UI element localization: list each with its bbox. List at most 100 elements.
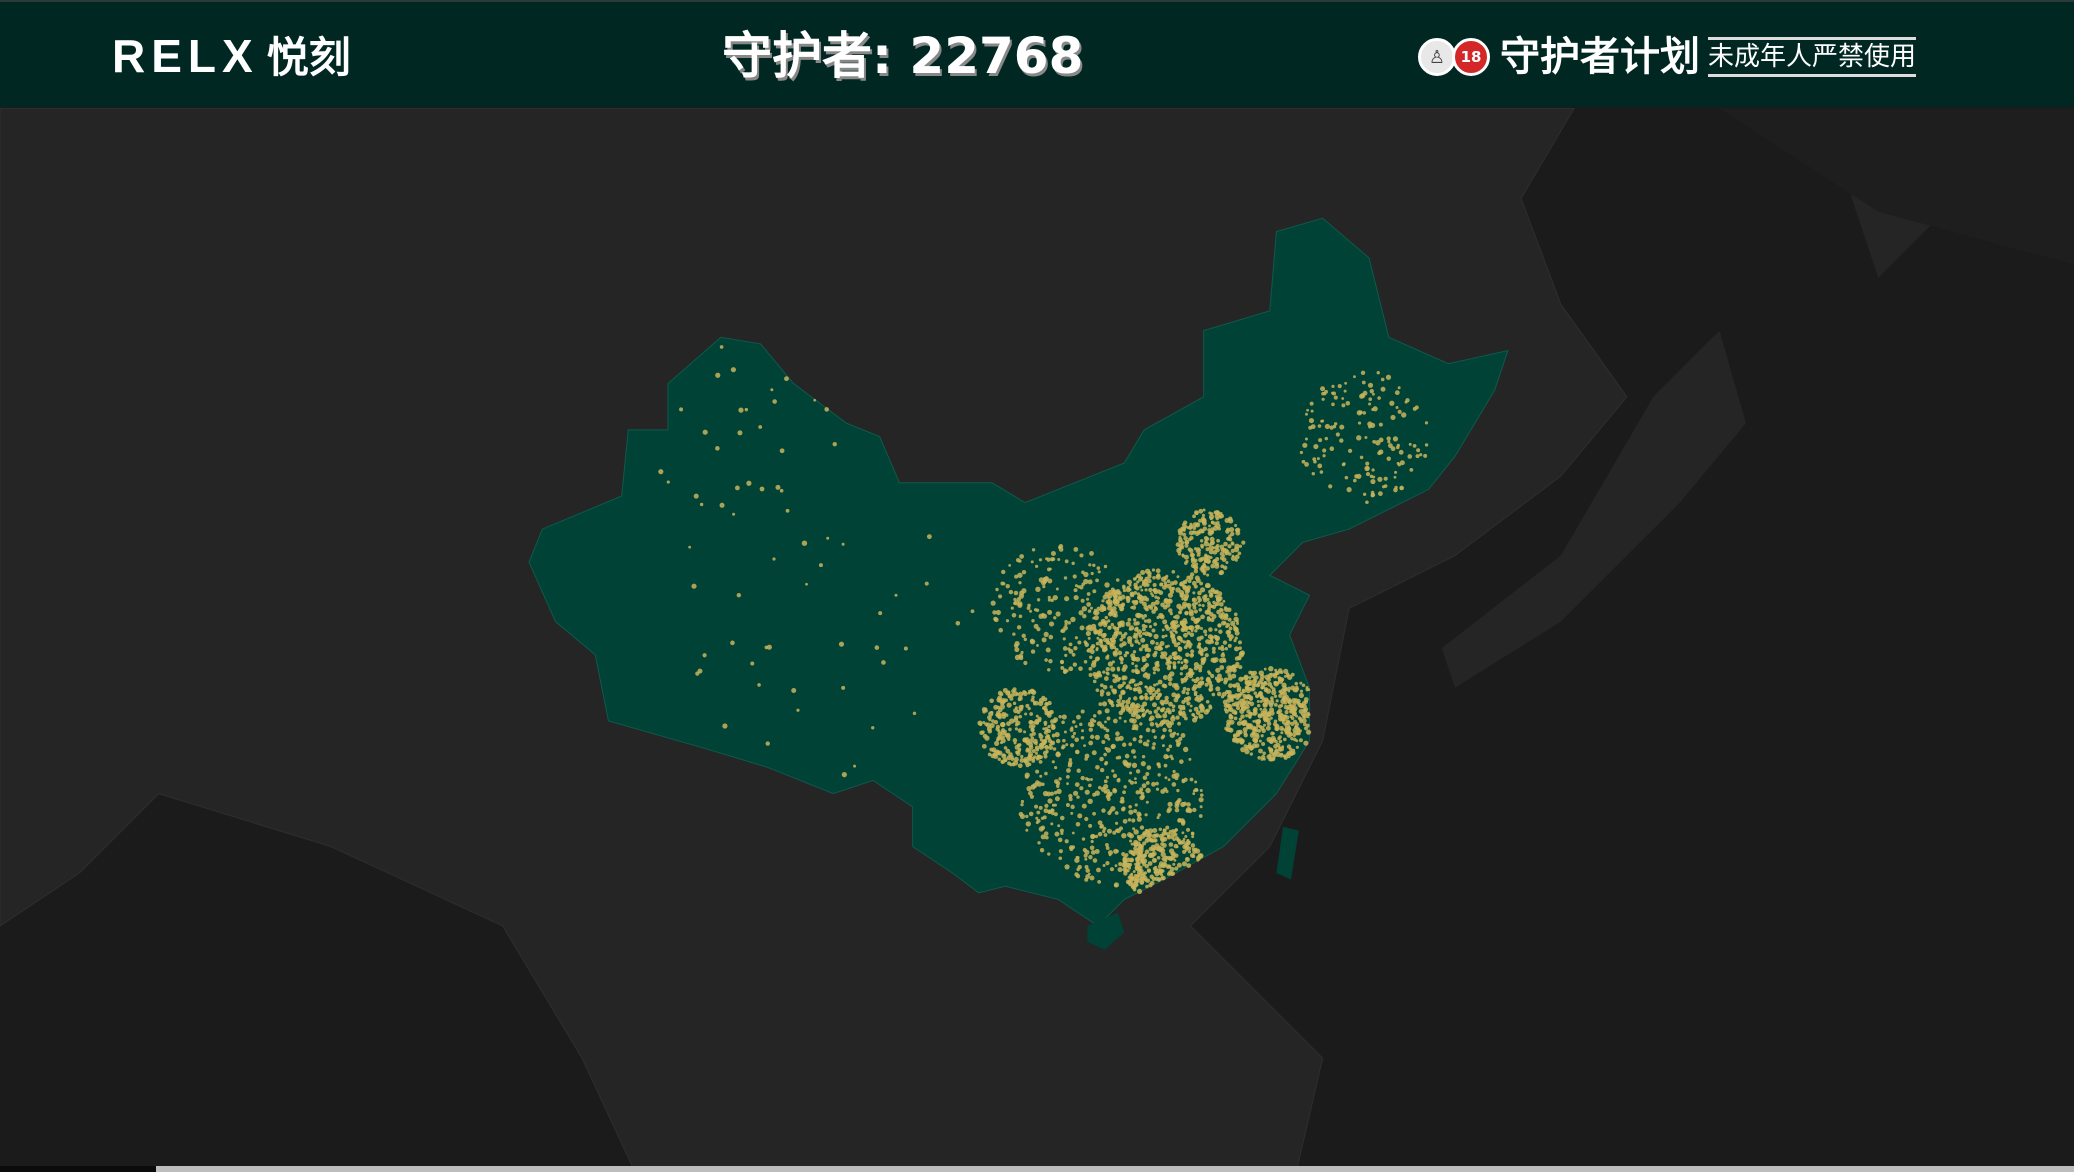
- guardian-dot: [990, 753, 996, 759]
- guardian-dot: [1187, 525, 1193, 531]
- guardian-dot: [1013, 741, 1017, 745]
- guardian-dot: [1246, 725, 1251, 730]
- guardian-dot: [1133, 683, 1138, 687]
- guardian-dot: [1377, 491, 1383, 497]
- guardian-dot: [1134, 639, 1139, 644]
- guardian-dot: [1242, 694, 1247, 699]
- guardian-dot: [1393, 475, 1397, 479]
- guardian-dot: [658, 469, 664, 475]
- guardian-dot: [1134, 777, 1137, 781]
- guardian-dot: [1189, 777, 1194, 782]
- guardian-dot: [1181, 597, 1185, 601]
- guardian-dot: [1025, 814, 1029, 819]
- guardian-dot: [1030, 784, 1036, 790]
- guardian-dot: [1010, 693, 1015, 698]
- guardian-dot: [1209, 530, 1215, 535]
- guardian-dot: [1178, 711, 1183, 716]
- guardian-dot: [1128, 809, 1134, 815]
- guardian-dot: [1076, 768, 1081, 773]
- guardian-dot: [1255, 719, 1261, 725]
- guardian-dot: [1043, 631, 1049, 637]
- guardian-dot: [1299, 450, 1303, 455]
- guardian-dot: [1105, 637, 1110, 642]
- guardian-dot: [1171, 639, 1177, 645]
- guardian-dot: [1243, 744, 1248, 748]
- china-region[interactable]: [528, 217, 1509, 950]
- guardian-dot: [1141, 656, 1146, 661]
- guardian-dot: [1144, 710, 1148, 714]
- guardian-dot: [1244, 679, 1249, 684]
- guardian-dot: [1268, 756, 1273, 762]
- guardian-dot: [1257, 680, 1262, 685]
- guardian-dot: [1208, 704, 1212, 709]
- guardian-dot: [1168, 744, 1173, 749]
- guardian-dot: [1143, 619, 1148, 623]
- guardian-dot: [1258, 748, 1263, 754]
- guardian-dot: [1063, 668, 1067, 673]
- guardian-dot: [1192, 789, 1196, 793]
- guardian-dot: [1163, 754, 1169, 760]
- guardian-dot: [1178, 547, 1182, 551]
- guardian-dot: [1145, 654, 1150, 659]
- guardian-dot: [1148, 587, 1153, 593]
- guardian-dot: [1188, 530, 1194, 536]
- guardian-dot: [1079, 585, 1084, 590]
- guardian-dot: [1192, 714, 1196, 717]
- guardian-dot: [1135, 703, 1141, 709]
- map-canvas[interactable]: [0, 107, 2074, 1166]
- guardian-dot: [1131, 661, 1135, 665]
- hainan: [1087, 912, 1125, 950]
- guardian-dot: [1160, 851, 1166, 858]
- guardian-dot: [1228, 714, 1234, 720]
- guardian-dot: [1122, 818, 1128, 824]
- guardian-dot: [1183, 632, 1188, 638]
- guardian-dot: [1125, 879, 1131, 885]
- guardian-dot: [1302, 722, 1307, 727]
- guardian-dot: [1234, 558, 1238, 562]
- guardian-dot: [1228, 516, 1233, 521]
- guardian-dot: [1212, 559, 1217, 563]
- guardian-dot: [758, 425, 763, 429]
- scrollbar[interactable]: [0, 1166, 2074, 1172]
- guardian-counter: 守护者: 22768: [722, 24, 1083, 88]
- guardian-dot: [1186, 802, 1191, 807]
- guardian-dot: [1176, 654, 1181, 659]
- guardian-dot: [1299, 681, 1303, 685]
- guardian-dot: [1122, 681, 1126, 685]
- guardian-dot: [1344, 381, 1348, 385]
- guardian-dot: [1173, 858, 1177, 862]
- guardian-dot: [1234, 524, 1238, 528]
- guardian-dot: [1181, 689, 1186, 695]
- guardian-dot: [1226, 537, 1230, 541]
- guardian-dot: [1180, 639, 1184, 643]
- guardian-dot: [1047, 595, 1051, 600]
- guardian-dot: [1074, 782, 1080, 787]
- guardian-dot: [1181, 712, 1187, 718]
- guardian-dot: [1030, 560, 1034, 564]
- guardian-dot: [1083, 578, 1089, 585]
- guardian-dot: [1147, 828, 1154, 834]
- guardian-dot: [818, 563, 823, 568]
- guardian-dot: [1132, 708, 1138, 714]
- guardian-dot: [1113, 593, 1119, 599]
- guardian-dot: [1208, 627, 1213, 632]
- guardian-dot: [1223, 707, 1228, 712]
- guardian-dot: [1180, 819, 1186, 825]
- guardian-dot: [1117, 650, 1123, 656]
- guardian-dot: [1130, 653, 1136, 659]
- guardian-dot: [1165, 722, 1169, 726]
- guardian-dot: [1168, 856, 1174, 862]
- guardian-dot: [1108, 625, 1112, 630]
- guardian-dot: [1211, 613, 1217, 619]
- guardian-dot: [1047, 567, 1051, 572]
- guardian-dot: [1110, 637, 1116, 643]
- guardian-dot: [1233, 639, 1237, 643]
- guardian-dot: [1045, 702, 1049, 706]
- guardian-dot: [1203, 535, 1209, 541]
- guardian-dot: [1198, 518, 1203, 523]
- guardian-dot: [1199, 539, 1204, 543]
- guardian-dot: [1101, 701, 1108, 707]
- guardian-dot: [1341, 397, 1345, 400]
- guardian-dot: [1034, 804, 1039, 809]
- guardian-dot: [1116, 778, 1121, 783]
